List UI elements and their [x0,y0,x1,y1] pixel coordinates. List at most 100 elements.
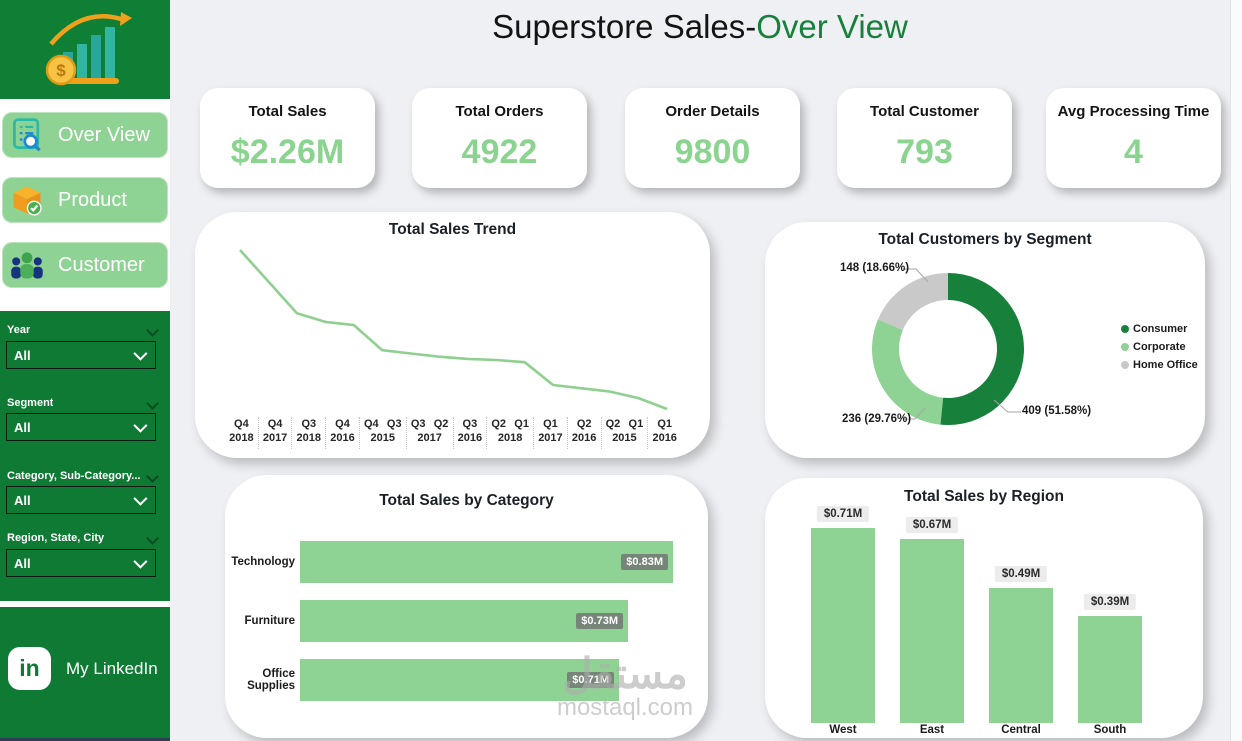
kpi-label: Avg Processing Time [1057,103,1210,120]
kpi-card-order-details: Order Details 9800 [625,88,800,188]
donut-legend: Consumer Corporate Home Office [1121,320,1198,374]
column-west[interactable] [811,528,875,723]
slicer-dropdown-segment[interactable]: All [6,413,156,441]
x-axis-quarter-label: Q1 [543,418,558,430]
legend-label: Home Office [1133,359,1198,371]
column-value-label: $0.49M [994,566,1048,582]
column-south[interactable] [1078,616,1142,723]
x-axis-quarter-label: Q3 [462,418,478,430]
trend-line-plot[interactable] [195,212,710,417]
x-axis-year-label: 2016 [571,432,597,444]
column-category-label: East [919,724,945,736]
slicer-label-year: Year [7,324,31,336]
kpi-value: 4922 [461,133,538,171]
x-axis-group: Q4 Q3 2015 [358,417,406,449]
sidebar-divider [0,601,170,607]
legend-dot-icon [1121,343,1129,351]
bar-furniture[interactable]: $0.73M [300,600,628,642]
donut-slice-consumer[interactable] [940,273,1024,425]
kpi-value: 793 [896,133,953,171]
chevron-down-icon [133,491,148,506]
legend-dot-icon [1121,361,1129,369]
bar-category-label: Office Supplies [247,668,295,692]
legend-item-corporate[interactable]: Corporate [1121,338,1198,356]
x-axis-quarter-label: Q2 [576,418,592,430]
chart-title: Total Sales by Category [379,492,554,509]
chart-title: Total Sales by Region [904,488,1064,505]
slicer-label-segment: Segment [7,397,54,409]
chevron-down-icon[interactable] [146,532,159,545]
legend-dot-icon [1121,325,1129,333]
x-axis-quarter-label: Q3 [386,418,402,430]
bar-row-office-supplies: Office Supplies $0.71M [225,659,708,701]
slicer-label-region: Region, State, City [7,532,105,544]
sidebar-item-label: Product [58,188,127,211]
kpi-value: $2.26M [230,133,345,171]
x-axis-group: Q2 2016 [566,417,601,449]
linkedin-link[interactable]: My LinkedIn [66,659,158,678]
product-box-check-icon [13,186,42,216]
sidebar-item-customer[interactable]: Customer [2,242,168,288]
slicer-dropdown-category[interactable]: All [6,486,156,514]
bar-row-technology: Technology $0.83M [225,541,708,583]
column-east[interactable] [900,539,964,723]
x-axis-group: Q4 2016 [325,417,359,449]
sidebar: $ Over View Prod [0,0,170,741]
kpi-value: 4 [1124,133,1143,171]
legend-item-home-office[interactable]: Home Office [1121,356,1198,374]
slicer-value: All [14,347,31,363]
legend-item-consumer[interactable]: Consumer [1121,320,1198,338]
chevron-down-icon[interactable] [146,324,159,337]
legend-label: Consumer [1133,323,1188,335]
column-value-label: $0.67M [905,517,959,533]
column-category-label: West [829,724,857,736]
x-axis-quarter-label: Q4 [363,418,379,430]
x-axis-year-label: 2018 [497,432,523,444]
svg-text:$: $ [56,61,66,80]
x-axis-year-label: 2017 [538,432,563,444]
callout-leader-line [904,407,926,420]
donut-callout-home-office: 148 (18.66%) [840,262,910,274]
customer-people-icon [11,252,43,279]
kpi-label: Total Orders [455,103,544,120]
kpi-value: 9800 [674,133,751,171]
bar-value-label: $0.73M [576,613,623,629]
sidebar-item-overview[interactable]: Over View [2,112,168,158]
kpi-card-total-customer: Total Customer 793 [837,88,1012,188]
x-axis-quarter-label: Q4 [234,418,249,430]
kpi-label: Total Sales [248,103,327,120]
x-axis-quarter-label: Q1 [514,418,529,430]
filter-panel: Year All Segment All Category, Sub-Categ… [0,311,170,601]
slicer-value: All [14,419,31,435]
x-axis-group: Q3 Q2 2017 [405,417,453,449]
donut-slice-home-office[interactable] [877,273,948,330]
chevron-down-icon[interactable] [146,470,159,483]
total-sales-by-region-chart[interactable]: Total Sales by Region $0.71M West $0.67M… [765,478,1203,738]
overview-report-search-icon [13,118,41,152]
bar-row-furniture: Furniture $0.73M [225,600,708,642]
page-title-highlight: Over View [756,8,908,45]
slicer-dropdown-year[interactable]: All [6,341,156,369]
linkedin-block: in My LinkedIn [0,607,170,738]
bar-technology[interactable]: $0.83M [300,541,673,583]
total-customers-by-segment-chart[interactable]: Total Customers by Segment 148 (18.66%) … [765,222,1205,458]
x-axis-quarter-label: Q3 [301,418,317,430]
kpi-label: Total Customer [870,103,979,120]
slicer-dropdown-region[interactable]: All [6,549,156,577]
donut-slice-corporate[interactable] [872,319,944,425]
bar-office-supplies[interactable]: $0.71M [300,659,619,701]
donut-plot[interactable] [765,222,1205,458]
x-axis-quarter-label: Q4 [335,418,350,430]
total-sales-trend-chart[interactable]: Total Sales Trend Q4 2018 Q4 2017 Q3 2018 Q4 20… [195,212,710,458]
total-sales-by-category-chart[interactable]: Total Sales by Category Technology $0.83… [225,475,708,738]
nav-area: Over View Product Customer [0,99,170,311]
donut-callout-corporate: 236 (29.76%) [842,413,912,425]
x-axis-group: Q4 2018 [225,417,258,449]
linkedin-icon[interactable]: in [8,647,51,690]
sidebar-item-product[interactable]: Product [2,177,168,223]
column-central[interactable] [989,588,1053,723]
chevron-down-icon[interactable] [146,397,159,410]
bar-value-label: $0.83M [621,554,668,570]
bar-category-label: Technology [231,556,295,568]
x-axis-year-label: 2015 [370,432,396,444]
